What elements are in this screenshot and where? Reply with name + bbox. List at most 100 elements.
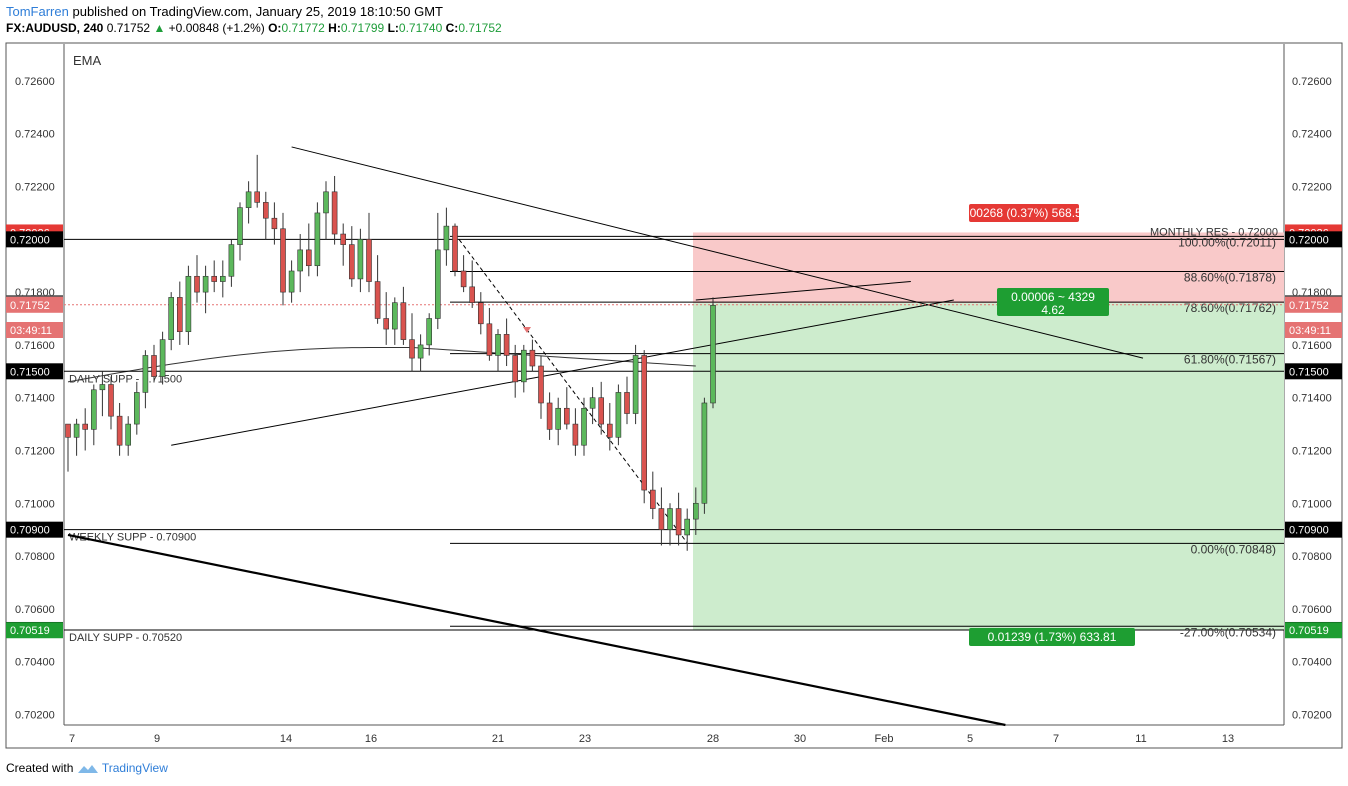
candle-body[interactable] [503,334,510,356]
ema-indicator-label[interactable]: EMA [73,53,102,68]
trendline[interactable] [67,533,1006,727]
candle-body[interactable] [211,275,217,282]
candle-body[interactable] [314,212,321,267]
tradingview-logo-icon[interactable] [77,761,102,775]
candle-body[interactable] [426,318,433,346]
candle-body[interactable] [366,239,372,282]
stop-loss-label-box[interactable] [969,204,1079,222]
candle-body[interactable] [641,355,648,491]
candle-body[interactable] [658,508,665,530]
candle-body[interactable] [675,508,682,536]
candle-body[interactable] [572,423,579,446]
candle-body[interactable] [460,270,467,288]
candle-body[interactable] [391,302,398,330]
y-tick-label-left: 0.70200 [15,709,55,721]
high-label: H: [328,21,341,35]
candle-body[interactable] [348,244,355,280]
candle-body[interactable] [512,355,519,383]
candle-body[interactable] [297,249,304,272]
candle-body[interactable] [632,355,639,414]
candle-body[interactable] [254,191,260,203]
candle-body[interactable] [73,423,80,438]
candle-body[interactable] [684,518,691,536]
candle-body[interactable] [701,402,708,504]
candle-body[interactable] [340,233,347,245]
price-axis-badge [1285,296,1342,313]
candle-body[interactable] [581,407,587,446]
candle-body[interactable] [624,392,630,414]
candle-body[interactable] [91,389,97,430]
candle-body[interactable] [598,397,605,425]
candle-body[interactable] [159,339,166,377]
candle-body[interactable] [108,384,114,417]
candle-body[interactable] [288,270,295,293]
candle-body[interactable] [383,318,390,330]
candle-body[interactable] [116,415,123,446]
candle-body[interactable] [82,423,88,430]
candle-body[interactable] [710,305,716,404]
candle-body[interactable] [563,407,570,425]
candle-body[interactable] [245,191,252,208]
candle-body[interactable] [262,202,269,219]
candle-body[interactable] [331,191,338,235]
candle-body[interactable] [374,281,381,319]
candle-body[interactable] [177,297,183,333]
candle-body[interactable] [237,207,243,245]
candle-body[interactable] [692,502,699,520]
candle-body[interactable] [649,489,656,509]
candle-body[interactable] [168,297,174,340]
candle-body[interactable] [615,392,622,438]
candle-body[interactable] [142,355,149,393]
candle-body[interactable] [546,402,553,430]
candle-body[interactable] [134,392,140,425]
candle-body[interactable] [151,355,157,377]
candle-body[interactable] [606,423,613,438]
ema-line[interactable] [67,347,696,383]
candle-body[interactable] [538,365,544,404]
price-axis-badge-text: 0.71752 [1289,300,1329,312]
candle-body[interactable] [452,225,458,272]
last-price: 0.71752 [106,21,151,35]
candle-body[interactable] [667,508,673,530]
candle-body[interactable] [194,275,200,293]
trendline[interactable] [171,299,954,446]
trendline[interactable] [695,281,911,301]
price-chart[interactable]: 0.72600 0.72600 0.72400 0.72400 0.72200 0.722… [0,0,1348,750]
candle-body[interactable] [555,407,562,430]
candle-body[interactable] [220,275,226,282]
candle-body[interactable] [589,397,596,409]
tradingview-brand[interactable]: TradingView [101,761,168,775]
candle-body[interactable] [125,423,131,446]
candle-body[interactable] [443,225,450,251]
candle-body[interactable] [305,249,312,267]
candle-body[interactable] [520,349,527,383]
price-axis-badge-text: 03:49:11 [1289,325,1331,337]
candle-body[interactable] [486,323,493,356]
candle-body[interactable] [202,275,209,293]
target-label-box[interactable] [969,628,1135,646]
candle-body[interactable] [271,217,278,230]
candle-body[interactable] [323,191,329,214]
entry-label-box[interactable] [997,288,1109,316]
candle-body[interactable] [529,349,536,367]
candle-body[interactable] [417,344,424,359]
trendline[interactable] [291,146,1144,359]
candle-body[interactable] [357,239,364,280]
chart-frame [5,42,1343,749]
y-tick-label-right: 0.72400 [1292,129,1332,141]
candle-body[interactable] [400,302,407,340]
candle-body[interactable] [469,286,476,303]
dashed-trendline[interactable] [454,233,688,544]
candle-body[interactable] [434,249,441,319]
candle-body[interactable] [495,334,501,356]
candle-body[interactable] [280,228,286,293]
candle-body[interactable] [65,423,71,438]
reward-zone[interactable] [693,303,1284,631]
candle-body[interactable] [185,275,192,333]
candle-body[interactable] [477,302,484,325]
down-arrow-icon [523,327,531,333]
candle-body[interactable] [409,339,415,359]
candle-body[interactable] [228,244,235,277]
author-name[interactable]: TomFarren [6,4,69,19]
candle-body[interactable] [99,384,106,391]
